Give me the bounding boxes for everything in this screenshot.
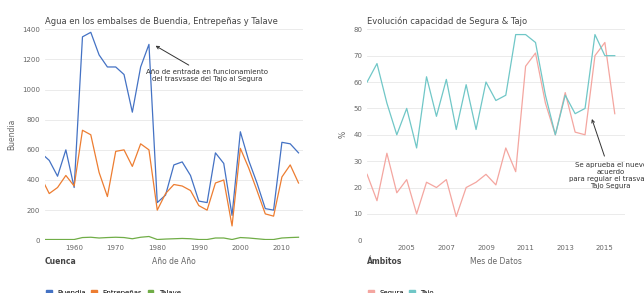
Text: Año de entrada en funcionamiento
del trasvsase del Tajo al Segura: Año de entrada en funcionamiento del tra… bbox=[146, 46, 268, 82]
Y-axis label: Buendia: Buendia bbox=[8, 119, 17, 151]
Legend: Segura, Tajo: Segura, Tajo bbox=[368, 290, 434, 293]
Text: Se aprueba el nuevo
acuerdo
para regular el trasvase
Tajo Segura: Se aprueba el nuevo acuerdo para regular… bbox=[569, 120, 644, 188]
X-axis label: Mes de Datos: Mes de Datos bbox=[470, 257, 522, 266]
Y-axis label: %: % bbox=[339, 131, 348, 138]
Legend: Buendia, Entrepeñas, Talave: Buendia, Entrepeñas, Talave bbox=[46, 290, 181, 293]
Text: Cuenca: Cuenca bbox=[45, 257, 77, 266]
X-axis label: Año de Año: Año de Año bbox=[152, 257, 196, 266]
Text: Ámbitos: Ámbitos bbox=[367, 257, 402, 266]
Text: Agua en los embalses de Buendia, Entrepeñas y Talave: Agua en los embalses de Buendia, Entrepe… bbox=[45, 17, 278, 26]
Text: Evolución capacidad de Segura & Tajo: Evolución capacidad de Segura & Tajo bbox=[367, 16, 527, 26]
